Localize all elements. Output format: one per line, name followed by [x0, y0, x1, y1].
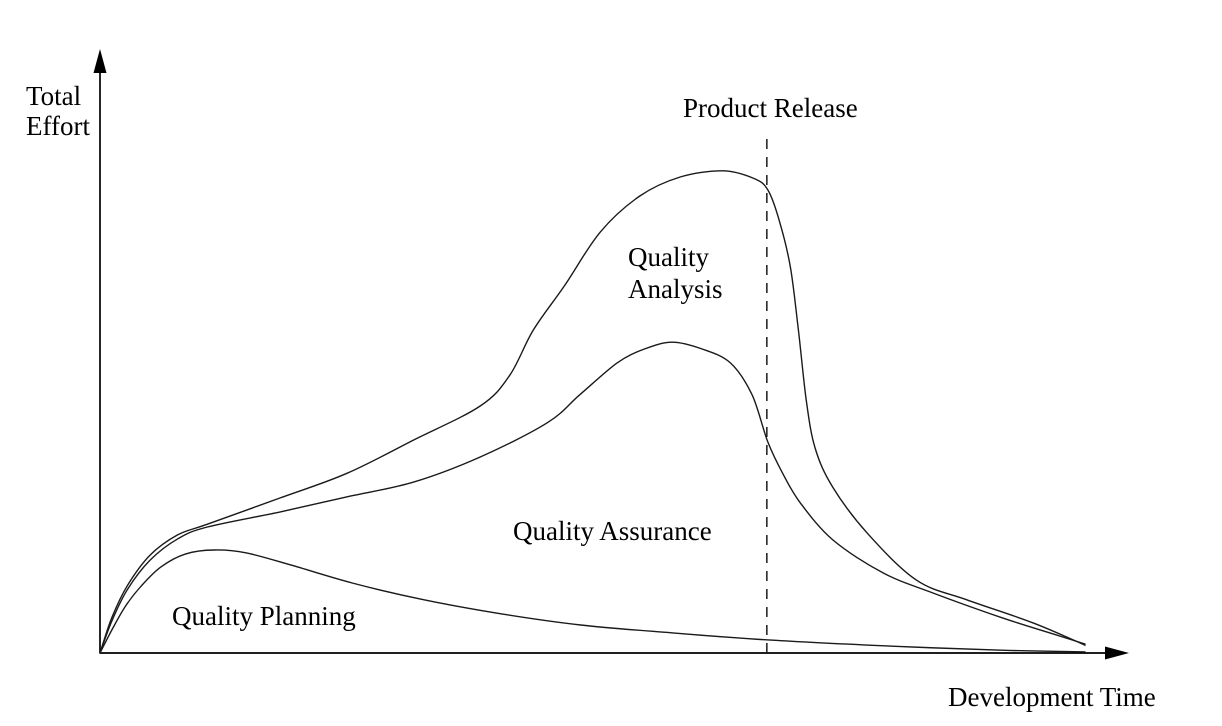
- x-axis-arrowhead-icon: [1105, 646, 1129, 660]
- y-axis-label-line1: Total: [26, 81, 81, 111]
- quality-analysis-label-line2: Analysis: [628, 274, 723, 304]
- quality-planning-curve: [99, 549, 1086, 654]
- quality-planning-label: Quality Planning: [172, 601, 356, 631]
- y-axis-label-line2: Effort: [26, 111, 90, 141]
- quality-analysis-label-line1: Quality: [628, 242, 709, 272]
- quality-assurance-curve: [99, 341, 1086, 654]
- quality-analysis-curve: [99, 170, 1086, 654]
- product-release-label: Product Release: [683, 93, 858, 123]
- quality-assurance-label: Quality Assurance: [513, 516, 712, 546]
- x-axis-label: Development Time: [948, 682, 1156, 712]
- y-axis-arrowhead-icon: [93, 49, 107, 73]
